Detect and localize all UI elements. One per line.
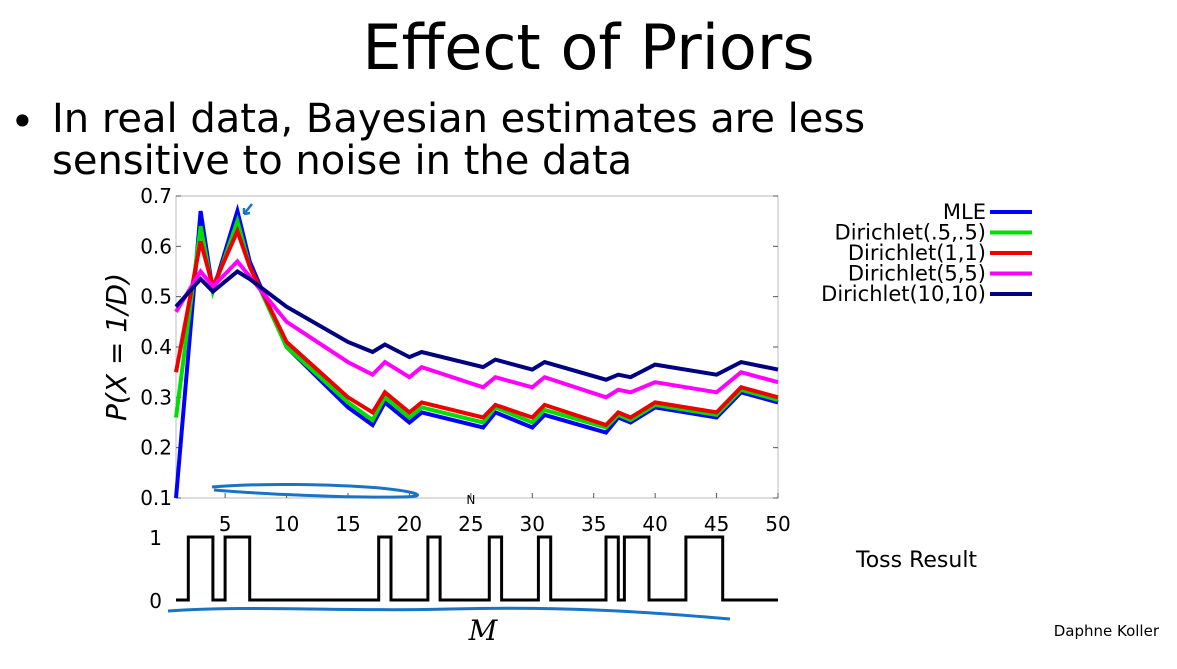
legend: MLEDirichlet(.5,.5)Dirichlet(1,1)Dirichl…	[821, 200, 1032, 306]
legend-label: Dirichlet(1,1)	[848, 241, 986, 265]
pen-annotations	[167, 203, 731, 621]
x-tick-label: 30	[520, 512, 545, 536]
scribble-oval	[211, 482, 419, 499]
series-line-2	[174, 214, 779, 430]
y-tick-label: 0.5	[140, 285, 172, 309]
slide-title: Effect of Priors	[362, 11, 815, 84]
x-tick-label: 10	[274, 512, 299, 536]
series-line-4	[174, 258, 779, 400]
legend-label: Dirichlet(10,10)	[821, 282, 986, 306]
x-tick-label: 25	[458, 512, 483, 536]
toss-result-label: Toss Result	[856, 548, 978, 573]
series-line-5	[174, 269, 779, 382]
toss-x-label: M	[468, 614, 499, 647]
series-line-3	[174, 225, 779, 428]
legend-label: Dirichlet(.5,.5)	[835, 221, 986, 245]
y-tick-label: 0.7	[140, 184, 172, 208]
x-tick-label: 35	[581, 512, 606, 536]
y-tick-label: 0.2	[140, 436, 172, 460]
toss-y-label: 0	[149, 589, 162, 613]
x-tick-label: 50	[765, 512, 790, 536]
toss-result-plot: 1 0 M	[149, 526, 778, 647]
bullet-marker: •	[10, 97, 35, 146]
y-tick-label: 0.1	[140, 486, 172, 510]
x-tick-label: 5	[219, 512, 232, 536]
annotation-n: N	[466, 493, 475, 507]
y-tick-label: 0.3	[140, 385, 172, 409]
arrow-icon	[242, 203, 253, 216]
series-line-1	[174, 203, 779, 499]
y-tick-label: 0.4	[140, 335, 172, 359]
bullet-text: In real data, Bayesian estimates are les…	[52, 96, 866, 184]
x-tick-label: 45	[704, 512, 729, 536]
x-tick-label: 20	[397, 512, 422, 536]
y-axis-label: P(X = 1/D)	[100, 273, 133, 421]
toss-y-label: 1	[149, 526, 162, 550]
scribble-underline	[167, 606, 731, 621]
main-plot-area: 0.1 0.2 0.3 0.4 0.5 0.6 0.7 5 10 15 20 25 30 35 40 45 50…	[100, 184, 791, 536]
y-tick-label: 0.6	[140, 234, 172, 258]
x-tick-label: 40	[642, 512, 667, 536]
toss-step-line	[176, 535, 778, 602]
legend-label: Dirichlet(5,5)	[848, 262, 986, 286]
legend-label: MLE	[943, 200, 986, 224]
plot-frame	[175, 195, 779, 499]
author-credit: Daphne Koller	[1053, 622, 1159, 640]
x-tick-label: 15	[335, 512, 360, 536]
